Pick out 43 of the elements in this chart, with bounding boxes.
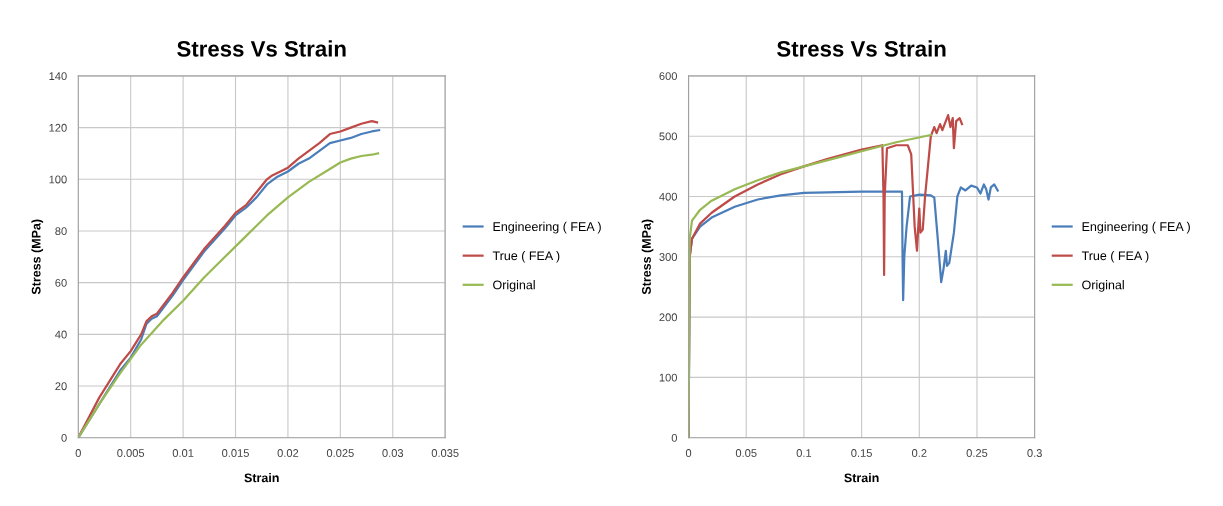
x-tick-label: 0.15 — [851, 449, 872, 457]
x-tick-label: 0.1 — [796, 449, 812, 457]
y-tick-label: 0 — [671, 433, 677, 442]
y-axis-title: Stress (MPa) — [31, 219, 44, 295]
y-tick-label: 20 — [55, 382, 67, 391]
y-axis-title: Stress (MPa) — [641, 219, 654, 295]
y-tick-label: 60 — [55, 278, 67, 287]
chart-title: Stress Vs Strain — [777, 40, 946, 57]
y-tick-label: 600 — [659, 72, 678, 81]
legend-label: Original — [493, 280, 535, 292]
x-tick-label: 0.005 — [117, 449, 145, 457]
y-tick-label: 500 — [659, 132, 678, 141]
y-tick-label: 100 — [49, 175, 67, 184]
y-tick-label: 400 — [659, 192, 678, 201]
legend-label: Engineering ( FEA ) — [1082, 221, 1190, 234]
line-series — [688, 133, 932, 438]
x-tick-label: 0.3 — [1027, 449, 1042, 457]
chart-title: Stress Vs Strain — [177, 40, 346, 57]
y-tick-label: 0 — [61, 433, 67, 442]
x-tick-label: 0.01 — [172, 449, 194, 457]
x-tick-label: 0.02 — [277, 449, 299, 457]
y-tick-label: 140 — [49, 72, 67, 81]
x-axis-title: Strain — [244, 473, 279, 483]
legend-label: True ( FEA ) — [1081, 250, 1149, 263]
x-tick-label: 0.2 — [912, 449, 927, 457]
x-axis-title: Strain — [844, 473, 879, 483]
legend-label: True ( FEA ) — [492, 250, 560, 263]
y-tick-label: 120 — [49, 123, 67, 132]
y-tick-label: 100 — [659, 373, 678, 382]
x-tick-label: 0 — [685, 449, 692, 457]
x-tick-label: 0.05 — [735, 449, 757, 457]
legend-label: Original — [1082, 280, 1124, 292]
x-tick-label: 0.25 — [966, 449, 988, 457]
x-tick-label: 0.03 — [382, 449, 404, 457]
y-tick-label: 80 — [55, 227, 67, 236]
x-tick-label: 0.035 — [431, 449, 459, 457]
x-tick-label: 0.015 — [222, 449, 249, 457]
x-tick-label: 0 — [75, 449, 81, 457]
y-tick-label: 300 — [659, 253, 678, 261]
y-tick-label: 200 — [659, 313, 678, 322]
legend-label: Engineering ( FEA ) — [493, 221, 601, 234]
x-tick-label: 0.025 — [326, 449, 354, 457]
y-tick-label: 40 — [55, 330, 67, 339]
